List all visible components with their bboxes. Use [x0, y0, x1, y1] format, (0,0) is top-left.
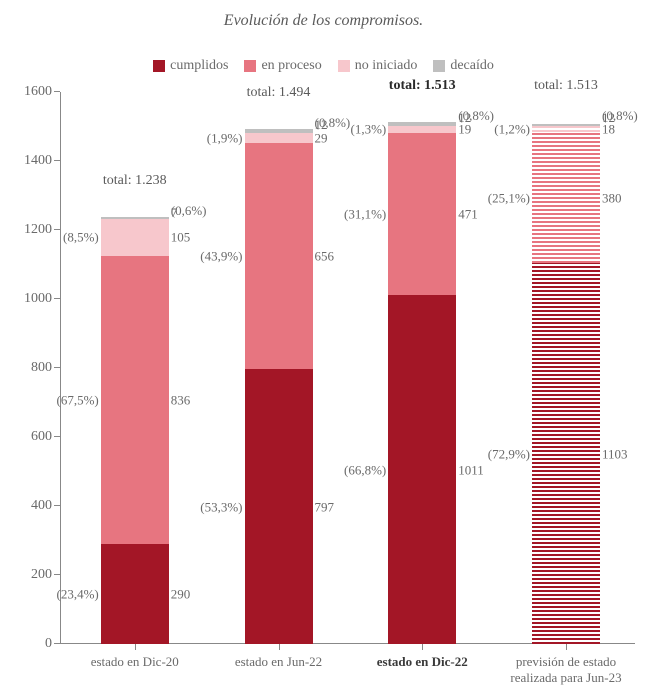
- y-tick-label: 1400: [24, 153, 60, 169]
- legend-item: no iniciado: [338, 58, 418, 74]
- y-tick: [54, 505, 60, 506]
- segment-value-label: 797: [313, 500, 335, 513]
- segment-value-label: 1011: [456, 463, 484, 476]
- y-tick: [54, 574, 60, 575]
- bar-segment-no_iniciado: (1,3%)19: [388, 126, 456, 133]
- segment-pct-label: (66,8%): [344, 463, 388, 476]
- bar-segment-decaido: (0,8%)12: [388, 122, 456, 126]
- segment-pct-label: (1,9%): [207, 131, 245, 144]
- x-axis-label: estado en Dic-22: [352, 644, 492, 670]
- y-tick-label: 400: [31, 498, 60, 514]
- bar-segment-no_iniciado: (1,9%)29: [245, 133, 313, 143]
- segment-pct-label: (1,3%): [351, 123, 389, 136]
- segment-value-label: 12: [313, 118, 328, 131]
- bar-group: (72,9%)1103(25,1%)380(1,2%)18(0,8%)12tot…: [532, 122, 600, 644]
- segment-pct-label: (67,5%): [57, 393, 101, 406]
- segment-pct-label: (8,5%): [63, 231, 101, 244]
- chart-container: Evolución de los compromisos. cumplidos e…: [0, 0, 647, 698]
- y-tick: [54, 367, 60, 368]
- bar-segment-decaido: (0,8%)12: [532, 122, 600, 126]
- segment-pct-label: (25,1%): [488, 191, 532, 204]
- y-tick: [54, 91, 60, 92]
- y-tick-label: 200: [31, 567, 60, 583]
- legend-label: cumplidos: [170, 58, 228, 74]
- segment-pct-label: (23,4%): [57, 587, 101, 600]
- y-tick: [54, 643, 60, 644]
- y-tick-label: 1200: [24, 222, 60, 238]
- segment-value-label: 1103: [600, 447, 628, 460]
- bar-total-label: total: 1.238: [103, 173, 167, 189]
- legend-label: decaído: [450, 58, 494, 74]
- bar-segment-en_proceso: (25,1%)380: [532, 132, 600, 263]
- segment-value-label: 471: [456, 207, 478, 220]
- segment-value-label: 290: [169, 587, 191, 600]
- bar-segment-cumplidos: (72,9%)1103: [532, 263, 600, 644]
- bar-total-label: total: 1.513: [389, 78, 456, 94]
- bar-total-label: total: 1.494: [247, 85, 311, 101]
- y-tick: [54, 229, 60, 230]
- segment-value-label: 105: [169, 231, 191, 244]
- segment-value-label: 380: [600, 191, 622, 204]
- legend-item: decaído: [433, 58, 494, 74]
- segment-pct-label: (72,9%): [488, 447, 532, 460]
- legend-item: cumplidos: [153, 58, 228, 74]
- x-axis-label: estado en Dic-20: [65, 644, 205, 670]
- legend: cumplidos en proceso no iniciado decaído: [0, 58, 647, 74]
- bar-segment-decaido: (0,8%)12: [245, 129, 313, 133]
- bar-segment-cumplidos: (53,3%)797: [245, 369, 313, 644]
- bar-total-label: total: 1.513: [534, 78, 598, 94]
- legend-swatch: [433, 60, 445, 72]
- bar-group: (66,8%)1011(31,1%)471(1,3%)19(0,8%)12tot…: [388, 122, 456, 644]
- y-tick-label: 1000: [24, 291, 60, 307]
- segment-pct-label: (31,1%): [344, 207, 388, 220]
- bar-segment-en_proceso: (31,1%)471: [388, 133, 456, 295]
- plot-area: 02004006008001000120014001600estado en D…: [60, 92, 635, 644]
- segment-value-label: 656: [313, 249, 335, 262]
- bar-segment-cumplidos: (23,4%)290: [101, 544, 169, 644]
- segment-pct-label: (43,9%): [200, 249, 244, 262]
- bar-segment-en_proceso: (67,5%)836: [101, 256, 169, 544]
- x-axis-label: previsión de estado realizada para Jun-2…: [496, 644, 636, 685]
- y-axis-line: [60, 92, 61, 644]
- legend-label: en proceso: [261, 58, 321, 74]
- segment-value-label: 12: [456, 111, 471, 124]
- segment-pct-label: (1,2%): [494, 123, 532, 136]
- bar-segment-en_proceso: (43,9%)656: [245, 143, 313, 369]
- segment-value-label: 12: [600, 111, 615, 124]
- y-tick: [54, 298, 60, 299]
- segment-pct-label: (53,3%): [200, 500, 244, 513]
- y-tick: [54, 436, 60, 437]
- y-tick-label: 0: [45, 636, 60, 652]
- segment-value-label: 7: [169, 206, 178, 219]
- y-tick: [54, 160, 60, 161]
- bar-segment-cumplidos: (66,8%)1011: [388, 295, 456, 644]
- y-tick-label: 600: [31, 429, 60, 445]
- bar-segment-no_iniciado: (1,2%)18: [532, 126, 600, 132]
- bar-segment-decaido: (0,6%)7: [101, 217, 169, 219]
- legend-item: en proceso: [244, 58, 321, 74]
- y-tick-label: 800: [31, 360, 60, 376]
- chart-title: Evolución de los compromisos.: [0, 12, 647, 30]
- segment-value-label: 29: [313, 131, 328, 144]
- legend-swatch: [153, 60, 165, 72]
- legend-label: no iniciado: [355, 58, 418, 74]
- y-tick-label: 1600: [24, 84, 60, 100]
- bar-group: (53,3%)797(43,9%)656(1,9%)29(0,8%)12tota…: [245, 129, 313, 644]
- legend-swatch: [244, 60, 256, 72]
- bar-group: (23,4%)290(67,5%)836(8,5%)105(0,6%)7tota…: [101, 217, 169, 644]
- legend-swatch: [338, 60, 350, 72]
- bar-segment-no_iniciado: (8,5%)105: [101, 219, 169, 255]
- segment-value-label: 836: [169, 393, 191, 406]
- x-axis-label: estado en Jun-22: [209, 644, 349, 670]
